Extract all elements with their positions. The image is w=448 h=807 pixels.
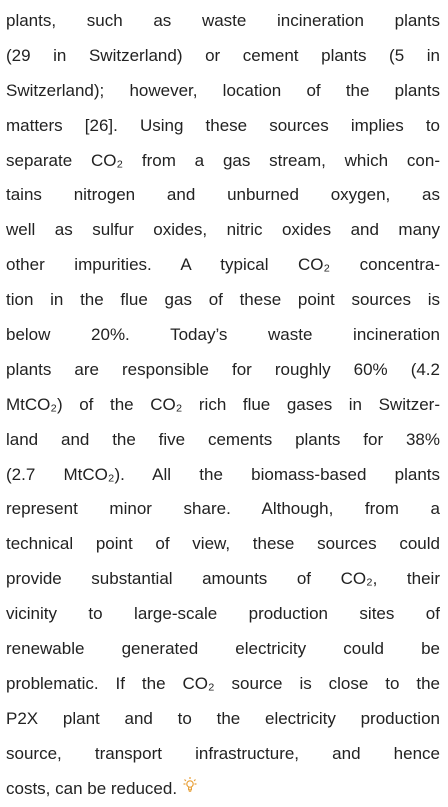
text-line: (29 in Switzerland) or cement plants (5 … — [6, 39, 440, 74]
text-line: renewable generated electricity could be — [6, 632, 440, 667]
line-text: below 20%. Today’s waste incineration — [6, 325, 440, 345]
text-line: plants, such as waste incineration plant… — [6, 4, 440, 39]
text-line: provide substantial amounts of CO₂, thei… — [6, 562, 440, 597]
line-text: provide substantial amounts of CO₂, thei… — [6, 569, 440, 589]
text-line: other impurities. A typical CO₂ concentr… — [6, 248, 440, 283]
line-text: separate CO₂ from a gas stream, which co… — [6, 150, 440, 170]
line-text: source, transport infrastructure, and he… — [6, 743, 440, 763]
line-text: vicinity to large-scale production sites… — [6, 604, 440, 624]
line-text: tains nitrogen and unburned oxygen, as — [6, 185, 440, 205]
line-text: (29 in Switzerland) or cement plants (5 … — [6, 45, 440, 65]
line-text: problematic. If the CO₂ source is close … — [6, 673, 440, 693]
line-text: represent minor share. Although, from a — [6, 499, 440, 519]
text-line: plants are responsible for roughly 60% (… — [6, 353, 440, 388]
line-text: Switzerland); however, location of the p… — [6, 80, 440, 100]
line-text: well as sulfur oxides, nitric oxides and… — [6, 220, 440, 240]
line-text: renewable generated electricity could be — [6, 639, 440, 659]
line-text: plants are responsible for roughly 60% (… — [6, 359, 440, 379]
line-text: P2X plant and to the electricity product… — [6, 708, 440, 728]
line-text: (2.7 MtCO₂). All the biomass-based plant… — [6, 464, 440, 484]
line-text: MtCO₂) of the CO₂ rich flue gases in Swi… — [6, 394, 440, 414]
lightbulb-icon[interactable] — [183, 772, 197, 807]
text-line: matters [26]. Using these sources implie… — [6, 109, 440, 144]
text-line: land and the five cements plants for 38% — [6, 423, 440, 458]
line-text: other impurities. A typical CO₂ concentr… — [6, 255, 440, 275]
line-text: tion in the flue gas of these point sour… — [6, 290, 440, 310]
text-line: represent minor share. Although, from a — [6, 492, 440, 527]
text-line: technical point of view, these sources c… — [6, 527, 440, 562]
text-line: Switzerland); however, location of the p… — [6, 74, 440, 109]
line-text: matters [26]. Using these sources implie… — [6, 115, 440, 135]
text-line: costs, can be reduced. — [6, 772, 440, 807]
text-line: below 20%. Today’s waste incineration — [6, 318, 440, 353]
text-line: well as sulfur oxides, nitric oxides and… — [6, 213, 440, 248]
text-line: MtCO₂) of the CO₂ rich flue gases in Swi… — [6, 388, 440, 423]
text-line: tion in the flue gas of these point sour… — [6, 283, 440, 318]
text-line: tains nitrogen and unburned oxygen, as — [6, 178, 440, 213]
line-text: land and the five cements plants for 38% — [6, 429, 440, 449]
text-line: (2.7 MtCO₂). All the biomass-based plant… — [6, 458, 440, 493]
text-line: P2X plant and to the electricity product… — [6, 702, 440, 737]
text-line: problematic. If the CO₂ source is close … — [6, 667, 440, 702]
text-line: source, transport infrastructure, and he… — [6, 737, 440, 772]
lightbulb-svg — [183, 776, 197, 792]
line-text: plants, such as waste incineration plant… — [6, 11, 440, 30]
line-text: costs, can be reduced. — [6, 778, 178, 798]
line-text: technical point of view, these sources c… — [6, 534, 440, 554]
text-line: separate CO₂ from a gas stream, which co… — [6, 144, 440, 179]
text-line: vicinity to large-scale production sites… — [6, 597, 440, 632]
